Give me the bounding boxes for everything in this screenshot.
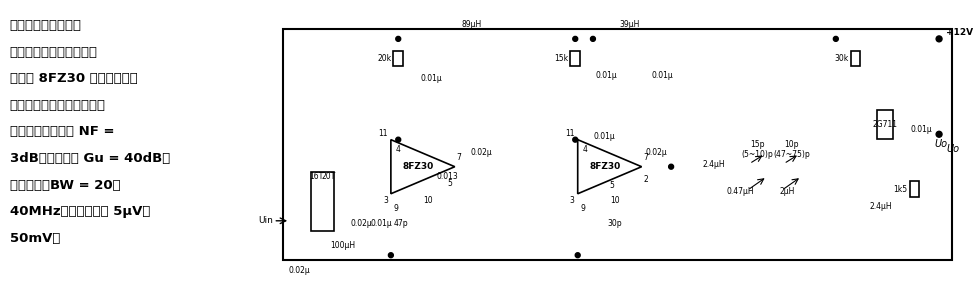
Text: 4: 4	[583, 145, 588, 154]
Text: 2μH: 2μH	[779, 187, 795, 196]
Circle shape	[936, 131, 942, 137]
Text: 大器　该电路是由两只集: 大器 该电路是由两只集	[10, 46, 98, 59]
Text: 10: 10	[423, 196, 433, 205]
Text: 低噪声射频－中频放: 低噪声射频－中频放	[10, 19, 82, 32]
Text: 39μH: 39μH	[619, 20, 639, 29]
Text: 3: 3	[570, 196, 575, 205]
Text: 89μH: 89μH	[462, 20, 483, 29]
Text: 30k: 30k	[835, 54, 848, 63]
Circle shape	[936, 36, 942, 42]
Text: (5~10)p: (5~10)p	[741, 150, 773, 159]
Bar	[310, 172, 335, 231]
Text: 5: 5	[609, 181, 614, 190]
Circle shape	[575, 253, 580, 258]
Text: 2G711: 2G711	[873, 120, 897, 129]
Circle shape	[833, 36, 839, 41]
Text: 30p: 30p	[607, 219, 622, 228]
Text: 11: 11	[378, 129, 388, 138]
Text: 0.01μ: 0.01μ	[421, 74, 443, 83]
Bar	[393, 51, 403, 66]
Text: 8FZ30: 8FZ30	[402, 162, 434, 171]
Text: 20k: 20k	[378, 54, 391, 63]
Text: 0.01μ: 0.01μ	[594, 132, 615, 141]
Text: 10p: 10p	[784, 140, 799, 149]
Text: 3: 3	[383, 196, 388, 205]
Text: 0.01μ: 0.01μ	[595, 71, 618, 80]
Circle shape	[573, 137, 578, 142]
Text: 8FZ30: 8FZ30	[589, 162, 621, 171]
Text: Uin: Uin	[258, 216, 273, 225]
Circle shape	[396, 36, 401, 41]
Text: 7: 7	[643, 153, 648, 162]
Bar	[877, 110, 893, 139]
Text: 16T: 16T	[309, 173, 324, 181]
Circle shape	[573, 36, 578, 41]
Text: 2: 2	[643, 175, 648, 184]
Circle shape	[388, 253, 393, 258]
Text: 成电路 8FZ30 组成，具有频: 成电路 8FZ30 组成，具有频	[10, 72, 137, 85]
Text: 9: 9	[581, 204, 586, 213]
Text: 9: 9	[394, 204, 399, 213]
Bar	[910, 181, 919, 197]
Text: 频带宽度　BW = 20～: 频带宽度 BW = 20～	[10, 179, 121, 191]
Text: 47p: 47p	[394, 219, 409, 228]
Text: 0.02μ: 0.02μ	[645, 148, 667, 157]
Text: 40MHz；输入信号为 5μV～: 40MHz；输入信号为 5μV～	[10, 205, 150, 218]
Text: (47~75)p: (47~75)p	[774, 150, 810, 159]
Text: 20T: 20T	[321, 173, 336, 181]
Text: 4: 4	[396, 145, 401, 154]
Bar	[850, 51, 860, 66]
Bar	[570, 51, 580, 66]
Text: Uo: Uo	[934, 139, 948, 149]
Text: 2.4μH: 2.4μH	[869, 202, 892, 210]
Text: 100μH: 100μH	[331, 241, 355, 250]
Text: 0.01μ: 0.01μ	[652, 71, 673, 80]
Text: 3dB；电压增益 Gu = 40dB；: 3dB；电压增益 Gu = 40dB；	[10, 152, 170, 165]
Text: 15k: 15k	[555, 54, 568, 63]
Text: 0.01μ: 0.01μ	[911, 125, 932, 134]
Text: 50mV。: 50mV。	[10, 232, 60, 245]
Text: 10: 10	[610, 196, 620, 205]
Text: +12V: +12V	[946, 28, 973, 37]
Bar	[283, 29, 952, 260]
Text: 0.47μH: 0.47μH	[727, 187, 754, 196]
Text: 15p: 15p	[750, 140, 765, 149]
Text: 0.01μ: 0.01μ	[371, 219, 392, 228]
Text: 0.02μ: 0.02μ	[471, 148, 492, 157]
Circle shape	[591, 36, 595, 41]
Text: 2.4μH: 2.4μH	[703, 160, 725, 169]
Text: 0.013: 0.013	[437, 172, 458, 181]
Text: Uo: Uo	[946, 144, 959, 154]
Text: 5: 5	[448, 179, 452, 187]
Circle shape	[396, 137, 401, 142]
Text: 性能为：噪声系数 NF =: 性能为：噪声系数 NF =	[10, 125, 115, 138]
Text: 1k5: 1k5	[893, 185, 908, 194]
Text: 带宽、噪声低等特点。主要: 带宽、噪声低等特点。主要	[10, 99, 106, 112]
Circle shape	[668, 164, 673, 169]
Text: 11: 11	[565, 129, 575, 138]
Text: 0.02μ: 0.02μ	[288, 266, 309, 275]
Text: 7: 7	[456, 153, 461, 162]
Text: 0.02μ: 0.02μ	[351, 219, 373, 228]
